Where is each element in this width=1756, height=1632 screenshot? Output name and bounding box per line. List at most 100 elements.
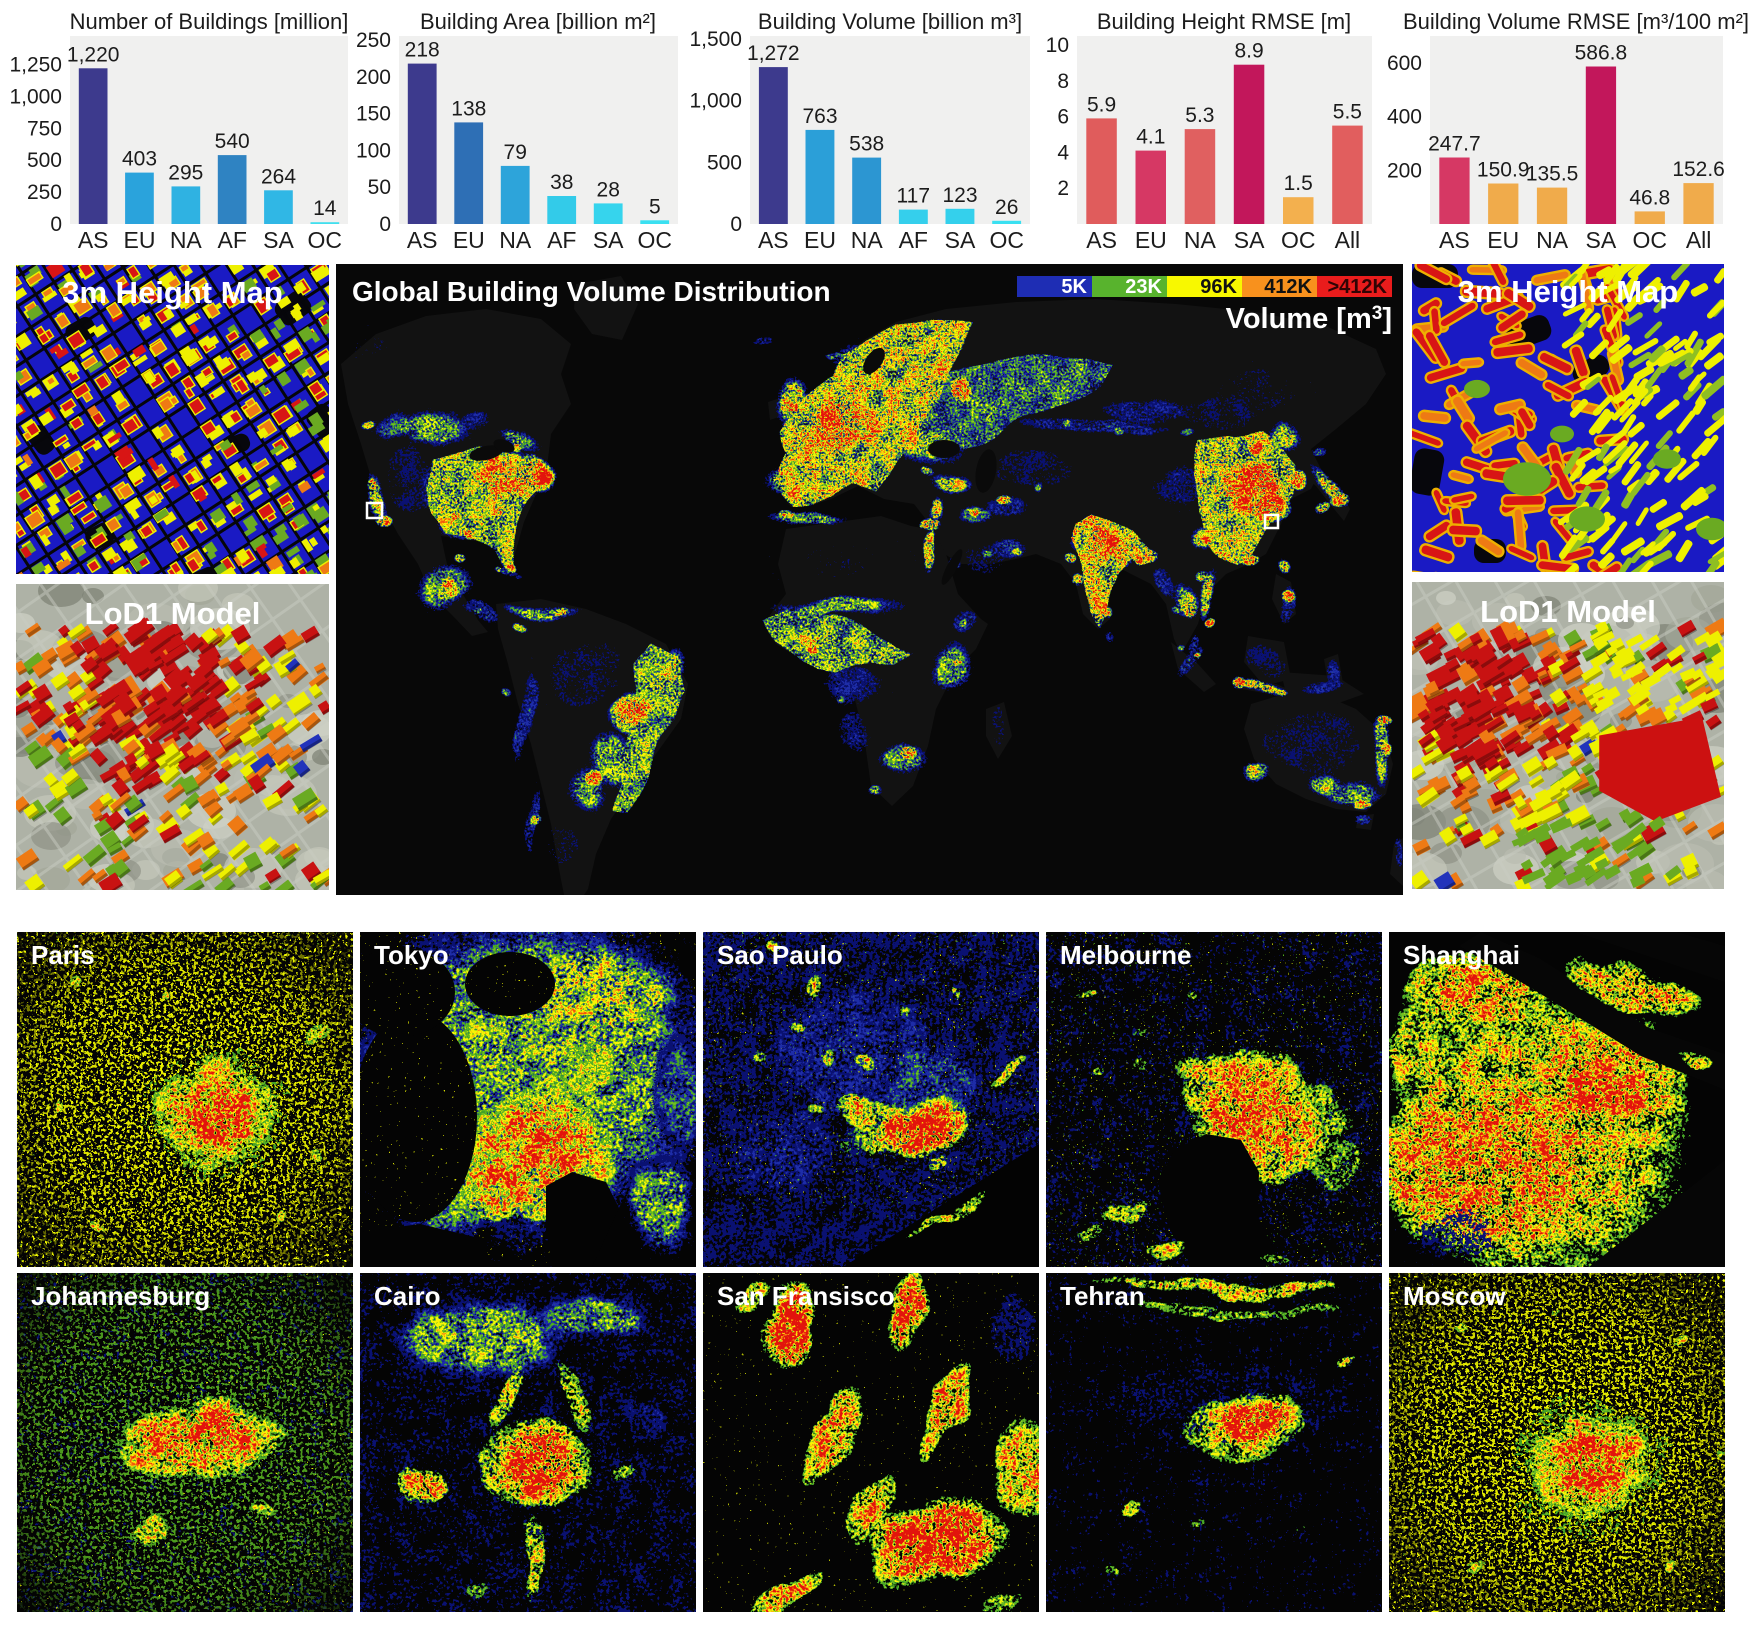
svg-text:400: 400 (1387, 106, 1422, 129)
svg-text:AF: AF (547, 227, 576, 253)
svg-text:46.8: 46.8 (1629, 186, 1670, 209)
svg-text:5.9: 5.9 (1087, 93, 1116, 116)
svg-text:5K: 5K (1061, 276, 1087, 298)
svg-text:1,272: 1,272 (747, 42, 800, 65)
svg-text:412K: 412K (1264, 276, 1312, 298)
svg-text:8.9: 8.9 (1234, 40, 1263, 63)
svg-text:OC: OC (308, 227, 343, 253)
svg-text:79: 79 (504, 141, 527, 164)
svg-text:EU: EU (804, 227, 836, 253)
svg-text:All: All (1335, 227, 1361, 253)
svg-text:38: 38 (550, 171, 573, 194)
svg-text:26: 26 (995, 196, 1018, 219)
svg-text:152.6: 152.6 (1672, 158, 1725, 181)
svg-text:586.8: 586.8 (1575, 42, 1628, 65)
svg-text:500: 500 (27, 149, 62, 172)
svg-text:OC: OC (989, 227, 1024, 253)
svg-text:Building Volume RMSE [m³/100 m: Building Volume RMSE [m³/100 m²] (1403, 9, 1749, 34)
svg-text:SA: SA (263, 227, 294, 253)
svg-text:600: 600 (1387, 52, 1422, 75)
svg-text:1.5: 1.5 (1284, 172, 1313, 195)
svg-text:100: 100 (356, 139, 391, 162)
svg-text:4.1: 4.1 (1136, 126, 1165, 149)
svg-text:Building Area [billion m²]: Building Area [billion m²] (420, 9, 656, 34)
svg-text:1,000: 1,000 (689, 90, 742, 113)
svg-text:3m Height Map: 3m Height Map (1458, 274, 1678, 309)
svg-text:Tokyo: Tokyo (374, 940, 449, 970)
svg-text:EU: EU (124, 227, 156, 253)
svg-text:135.5: 135.5 (1526, 163, 1579, 186)
svg-text:295: 295 (168, 161, 203, 184)
svg-text:4: 4 (1057, 141, 1069, 164)
svg-text:1,250: 1,250 (9, 54, 62, 77)
svg-text:OC: OC (1633, 227, 1668, 253)
svg-text:264: 264 (261, 165, 296, 188)
svg-text:250: 250 (27, 181, 62, 204)
svg-text:200: 200 (1387, 159, 1422, 182)
svg-text:Sao Paulo: Sao Paulo (717, 940, 843, 970)
svg-text:403: 403 (122, 148, 157, 171)
svg-text:LoD1 Model: LoD1 Model (1480, 594, 1656, 629)
svg-text:5: 5 (649, 195, 661, 218)
svg-text:SA: SA (945, 227, 976, 253)
svg-text:28: 28 (597, 178, 620, 201)
svg-text:EU: EU (1487, 227, 1519, 253)
svg-text:NA: NA (851, 227, 884, 253)
svg-text:763: 763 (802, 105, 837, 128)
svg-text:SA: SA (1586, 227, 1617, 253)
svg-text:50: 50 (368, 176, 391, 199)
svg-text:AS: AS (407, 227, 438, 253)
svg-text:NA: NA (1184, 227, 1217, 253)
svg-text:EU: EU (1135, 227, 1167, 253)
svg-text:96K: 96K (1200, 276, 1237, 298)
svg-text:Cairo: Cairo (374, 1281, 440, 1311)
svg-text:14: 14 (313, 197, 337, 220)
svg-text:538: 538 (849, 133, 884, 156)
svg-text:AS: AS (1439, 227, 1470, 253)
svg-text:0: 0 (379, 213, 391, 236)
svg-text:NA: NA (499, 227, 532, 253)
svg-text:AS: AS (758, 227, 789, 253)
svg-text:>412K: >412K (1328, 276, 1388, 298)
svg-text:250: 250 (356, 29, 391, 52)
svg-text:Paris: Paris (31, 940, 95, 970)
svg-text:5.3: 5.3 (1185, 104, 1214, 127)
svg-text:0: 0 (730, 213, 742, 236)
svg-text:2: 2 (1057, 177, 1069, 200)
svg-text:Shanghai: Shanghai (1403, 940, 1520, 970)
svg-text:540: 540 (215, 130, 250, 153)
svg-text:218: 218 (405, 39, 440, 62)
svg-text:750: 750 (27, 117, 62, 140)
svg-text:AS: AS (1086, 227, 1117, 253)
svg-text:1,220: 1,220 (67, 43, 120, 66)
svg-text:OC: OC (1281, 227, 1316, 253)
svg-text:200: 200 (356, 66, 391, 89)
svg-text:0: 0 (50, 213, 62, 236)
svg-text:247.7: 247.7 (1428, 133, 1481, 156)
svg-text:3m Height Map: 3m Height Map (62, 275, 282, 310)
svg-text:1,000: 1,000 (9, 85, 62, 108)
svg-text:138: 138 (451, 97, 486, 120)
svg-text:150.9: 150.9 (1477, 159, 1530, 182)
svg-text:Global Building Volume Distrib: Global Building Volume Distribution (352, 276, 831, 307)
svg-text:Number of Buildings [million]: Number of Buildings [million] (70, 9, 349, 34)
svg-text:117: 117 (897, 185, 930, 208)
svg-text:LoD1 Model: LoD1 Model (85, 596, 261, 631)
svg-text:150: 150 (356, 103, 391, 126)
svg-text:Johannesburg: Johannesburg (31, 1281, 210, 1311)
svg-text:NA: NA (1536, 227, 1569, 253)
svg-text:Building Volume [billion m³]: Building Volume [billion m³] (758, 9, 1022, 34)
svg-text:AF: AF (899, 227, 928, 253)
svg-text:Melbourne: Melbourne (1060, 940, 1191, 970)
svg-text:123: 123 (942, 184, 977, 207)
svg-text:All: All (1686, 227, 1712, 253)
svg-text:OC: OC (638, 227, 673, 253)
svg-text:500: 500 (707, 151, 742, 174)
svg-text:NA: NA (170, 227, 203, 253)
svg-text:SA: SA (593, 227, 624, 253)
svg-text:EU: EU (453, 227, 485, 253)
svg-text:SA: SA (1234, 227, 1265, 253)
svg-text:23K: 23K (1125, 276, 1162, 298)
svg-text:AS: AS (78, 227, 109, 253)
svg-text:10: 10 (1046, 34, 1069, 57)
